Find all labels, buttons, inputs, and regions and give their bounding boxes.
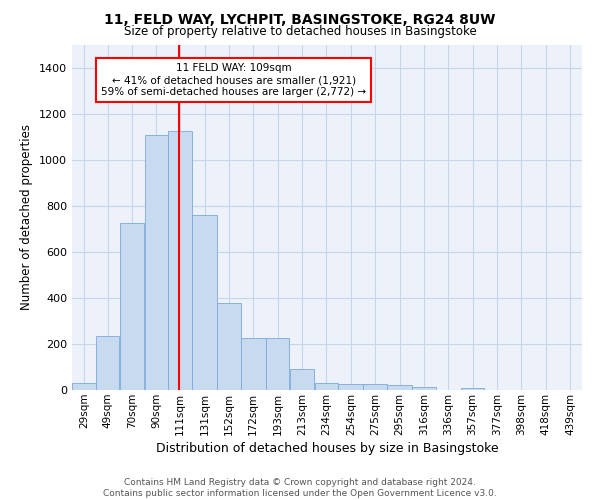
Bar [364, 384, 387, 390]
X-axis label: Distribution of detached houses by size in Basingstoke: Distribution of detached houses by size … [155, 442, 499, 455]
Bar [120, 223, 145, 390]
Y-axis label: Number of detached properties: Number of detached properties [20, 124, 34, 310]
Bar [314, 383, 338, 390]
Bar [266, 338, 289, 390]
Bar [290, 370, 314, 390]
Bar [192, 215, 217, 390]
Bar [461, 388, 484, 390]
Bar [145, 134, 168, 390]
Bar [169, 131, 192, 390]
Bar [96, 336, 119, 390]
Text: 11, FELD WAY, LYCHPIT, BASINGSTOKE, RG24 8UW: 11, FELD WAY, LYCHPIT, BASINGSTOKE, RG24… [104, 12, 496, 26]
Text: 11 FELD WAY: 109sqm
← 41% of detached houses are smaller (1,921)
59% of semi-det: 11 FELD WAY: 109sqm ← 41% of detached ho… [101, 64, 366, 96]
Bar [217, 302, 241, 390]
Text: Size of property relative to detached houses in Basingstoke: Size of property relative to detached ho… [124, 25, 476, 38]
Bar [241, 338, 266, 390]
Bar [412, 386, 436, 390]
Bar [72, 383, 95, 390]
Bar [387, 386, 412, 390]
Text: Contains HM Land Registry data © Crown copyright and database right 2024.
Contai: Contains HM Land Registry data © Crown c… [103, 478, 497, 498]
Bar [338, 384, 363, 390]
